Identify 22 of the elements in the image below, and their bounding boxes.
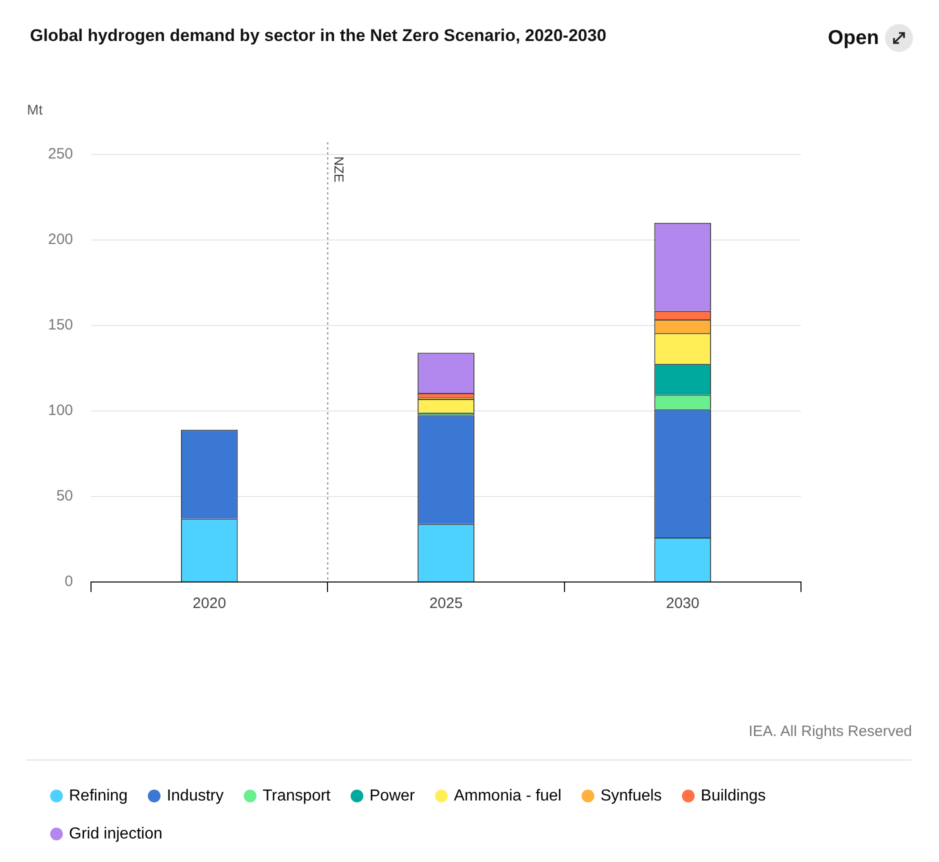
legend-label: Buildings (700, 787, 766, 804)
y-tick-label: 50 (56, 488, 74, 505)
x-tick-label: 2025 (429, 595, 463, 612)
x-tick-label: 2030 (666, 595, 700, 612)
legend-label: Transport (262, 787, 332, 804)
y-tick-label: 150 (48, 316, 74, 334)
x-tick-label: 2020 (192, 595, 226, 612)
text: Open (828, 26, 879, 50)
legend-label: Synfuels (600, 787, 662, 804)
legend-label: Refining (69, 787, 128, 804)
legend-label: Industry (166, 787, 224, 804)
y-tick-label: 200 (48, 231, 74, 248)
legend-label: Ammonia - fuel (454, 787, 562, 804)
y-tick-label: 0 (64, 573, 74, 590)
ref-line-label: NZE (332, 156, 347, 183)
legend-label: Grid injection (69, 825, 162, 842)
legend-label: Power (369, 787, 416, 804)
text: IEA. All Rights Reserved (748, 723, 912, 740)
y-tick-label: 250 (48, 146, 74, 163)
y-axis-title: Mt (27, 101, 43, 118)
y-tick-label: 100 (48, 402, 74, 420)
chart-title: Global hydrogen demand by sector in the Net Zero Scenario, 2020-2030 (30, 26, 606, 45)
